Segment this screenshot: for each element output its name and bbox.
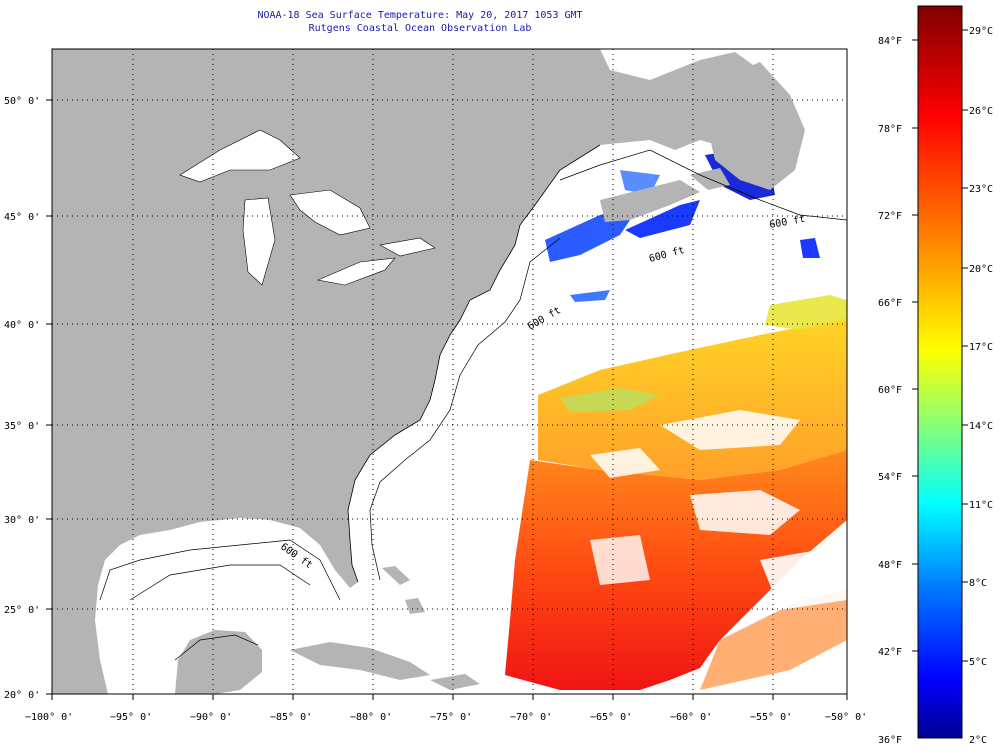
colorbar-fahrenheit-labels: 84°F 78°F 72°F 66°F 60°F 54°F 48°F 42°F … (878, 36, 902, 746)
lon-label: −100° 0' (25, 712, 73, 723)
fahrenheit-label: 78°F (878, 124, 902, 135)
fahrenheit-label: 66°F (878, 298, 902, 309)
lon-label: −55° 0' (750, 712, 792, 723)
colorbar (917, 5, 963, 739)
fahrenheit-label: 54°F (878, 472, 902, 483)
frame-ticks (46, 99, 848, 700)
lon-label: −50° 0' (825, 712, 867, 723)
colorbar-ticks (912, 29, 968, 662)
fahrenheit-label: 36°F (878, 735, 902, 746)
map-border (51, 48, 848, 695)
lat-label: 25° 0' (4, 605, 40, 616)
fahrenheit-label: 72°F (878, 211, 902, 222)
longitude-labels: −100° 0' −95° 0' −90° 0' −85° 0' −80° 0'… (25, 712, 867, 723)
colorbar-celsius-labels: 29°C 26°C 23°C 20°C 17°C 14°C 11°C 8°C 5… (969, 26, 993, 746)
lat-label: 20° 0' (4, 690, 40, 701)
celsius-label: 26°C (969, 106, 993, 117)
lon-label: −65° 0' (590, 712, 632, 723)
lat-label: 50° 0' (4, 96, 40, 107)
land-layer (52, 49, 805, 694)
celsius-label: 29°C (969, 26, 993, 37)
lon-label: −70° 0' (510, 712, 552, 723)
lat-label: 30° 0' (4, 515, 40, 526)
coastlines (99, 144, 847, 661)
lat-label: 45° 0' (4, 212, 40, 223)
celsius-label: 23°C (969, 184, 993, 195)
lat-label: 40° 0' (4, 320, 40, 331)
lon-label: −95° 0' (110, 712, 152, 723)
celsius-label: 14°C (969, 421, 993, 432)
celsius-label: 17°C (969, 342, 993, 353)
fahrenheit-label: 60°F (878, 385, 902, 396)
lon-label: −85° 0' (270, 712, 312, 723)
latitude-labels: 50° 0' 45° 0' 40° 0' 35° 0' 30° 0' 25° 0… (4, 96, 40, 701)
celsius-label: 5°C (969, 657, 987, 668)
lon-label: −80° 0' (350, 712, 392, 723)
lat-label: 35° 0' (4, 421, 40, 432)
map-title: NOAA-18 Sea Surface Temperature: May 20,… (257, 10, 583, 21)
celsius-label: 2°C (969, 735, 987, 746)
map-subtitle: Rutgens Coastal Ocean Observation Lab (308, 23, 532, 34)
lon-label: −90° 0' (190, 712, 232, 723)
celsius-label: 20°C (969, 264, 993, 275)
fahrenheit-label: 42°F (878, 647, 902, 658)
celsius-label: 8°C (969, 578, 987, 589)
fahrenheit-label: 48°F (878, 560, 902, 571)
celsius-label: 11°C (969, 500, 993, 511)
lon-label: −75° 0' (430, 712, 472, 723)
lon-label: −60° 0' (670, 712, 712, 723)
great-lakes (179, 129, 436, 286)
fahrenheit-label: 84°F (878, 36, 902, 47)
